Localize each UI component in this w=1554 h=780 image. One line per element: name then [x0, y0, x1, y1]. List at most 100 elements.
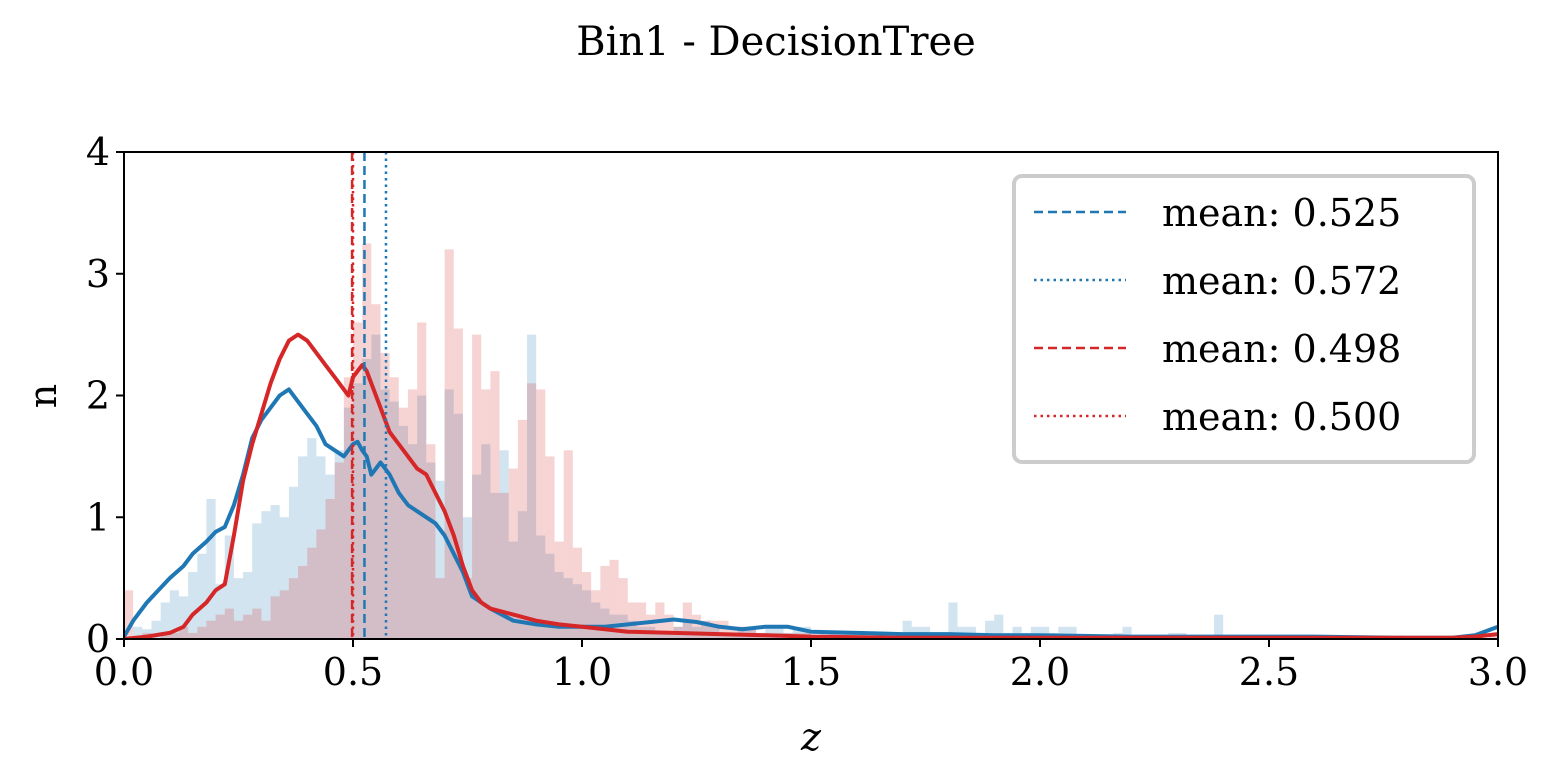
legend-label-0: mean: 0.525 — [1162, 191, 1401, 235]
hist-bar-red — [252, 608, 262, 639]
hist-bar-red — [343, 377, 353, 639]
hist-bar-red — [572, 547, 582, 639]
hist-bar-blue — [572, 584, 582, 639]
hist-bar-red — [389, 377, 399, 639]
x-tick-label: 2.5 — [1239, 650, 1299, 694]
hist-bar-red — [490, 371, 500, 639]
hist-bar-blue — [1067, 626, 1077, 639]
hist-bar-red — [288, 578, 299, 639]
hist-bar-red — [243, 614, 253, 639]
hist-bar-blue — [252, 523, 262, 639]
hist-bar-blue — [224, 535, 234, 639]
hist-bar-red — [380, 352, 390, 639]
hist-bar-red — [545, 456, 555, 639]
hist-bar-blue — [517, 511, 528, 639]
hist-bar-blue — [545, 553, 555, 639]
y-tick-label: 1 — [86, 495, 110, 539]
hist-bar-red — [618, 578, 628, 639]
hist-bar-blue — [206, 498, 216, 639]
hist-bar-red — [307, 547, 317, 639]
hist-bar-blue — [1012, 626, 1022, 639]
hist-bar-blue — [994, 614, 1004, 639]
hist-bar-red — [325, 498, 335, 639]
hist-bar-red — [270, 596, 280, 639]
hist-bar-blue — [792, 626, 802, 639]
hist-bar-red — [536, 389, 546, 639]
y-tick-label: 0 — [86, 617, 110, 661]
hist-bar-red — [188, 632, 198, 639]
hist-bar-blue — [197, 553, 207, 639]
hist-bar-blue — [188, 572, 198, 639]
hist-bar-blue — [133, 626, 143, 639]
hist-bar-blue — [508, 541, 518, 639]
hist-bar-blue — [233, 578, 244, 639]
hist-bar-blue — [298, 456, 308, 639]
hist-bar-red — [334, 462, 344, 639]
hist-bar-red — [197, 626, 207, 639]
hist-bar-blue — [591, 602, 601, 639]
hist-bar-blue — [902, 620, 912, 639]
hist-bar-red — [472, 334, 482, 639]
hist-bar-red — [664, 614, 674, 639]
hist-bar-blue — [554, 572, 564, 639]
hist-bar-red — [435, 578, 445, 639]
hist-bar-blue — [472, 474, 482, 639]
legend-frame — [1012, 174, 1476, 464]
hist-bar-red — [417, 322, 427, 639]
x-tick-label: 3.0 — [1468, 650, 1528, 694]
hist-bar-red — [407, 389, 418, 639]
hist-bar-blue — [178, 596, 189, 639]
hist-bar-blue — [655, 632, 665, 639]
hist-bar-blue — [426, 462, 436, 639]
hist-bar-blue — [169, 590, 179, 639]
y-tick-label: 4 — [86, 130, 110, 174]
hist-bar-blue — [389, 401, 399, 639]
y-axis-label: n — [21, 384, 65, 408]
hist-bar-blue — [307, 438, 317, 639]
hist-bar-red — [710, 620, 720, 639]
hist-bar-blue — [288, 486, 299, 639]
hist-bar-blue — [279, 517, 289, 639]
x-tick-label: 0.0 — [94, 650, 154, 694]
hist-bar-blue — [407, 444, 418, 639]
hist-bar-blue — [435, 480, 445, 639]
hist-bar-blue — [362, 358, 372, 639]
hist-bar-red — [701, 620, 711, 639]
chart-title: Bin1 - DecisionTree — [576, 19, 976, 65]
hist-bar-blue — [270, 505, 280, 639]
hist-bar-blue — [261, 511, 271, 639]
legend: mean: 0.525 mean: 0.572 mean: 0.498 mean: 0… — [1012, 174, 1476, 464]
hist-bar-blue — [490, 492, 500, 639]
y-tick-label: 2 — [86, 374, 110, 418]
hist-bar-blue — [343, 407, 353, 639]
hist-bar-blue — [353, 383, 363, 639]
hist-bar-blue — [774, 626, 784, 639]
hist-bar-blue — [701, 620, 711, 639]
x-tick-label: 0.5 — [323, 650, 383, 694]
hist-bar-red — [206, 620, 216, 639]
hist-bar-blue — [600, 608, 610, 639]
hist-bar-blue — [765, 626, 775, 639]
hist-bar-blue — [334, 450, 344, 639]
hist-bar-blue — [380, 389, 390, 639]
hist-bar-red — [316, 529, 326, 639]
hist-bar-blue — [1030, 626, 1040, 639]
hist-bar-red — [582, 572, 592, 639]
hist-bar-red — [398, 407, 408, 639]
hist-bar-red — [453, 328, 463, 639]
hist-bar-blue — [582, 590, 592, 639]
hist-bar-red — [362, 243, 372, 639]
x-tick-label: 1.5 — [781, 650, 841, 694]
legend-label-3: mean: 0.500 — [1162, 395, 1401, 439]
plot-area — [123, 151, 1499, 640]
x-axis-label: z — [800, 715, 822, 759]
mean-lines-layer — [350, 152, 388, 639]
hist-bar-blue — [801, 626, 811, 639]
hist-bar-blue — [371, 334, 381, 639]
hist-bar-red — [591, 590, 601, 639]
hist-bar-blue — [398, 425, 408, 639]
hist-bar-blue — [325, 474, 335, 639]
hist-bar-red — [481, 389, 491, 639]
hist-bar-red — [563, 450, 573, 639]
